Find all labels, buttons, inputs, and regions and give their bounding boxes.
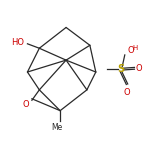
Text: S: S <box>117 64 125 74</box>
Text: O: O <box>128 46 134 55</box>
Text: O: O <box>124 88 130 97</box>
Text: H: H <box>133 45 138 51</box>
Text: HO: HO <box>11 38 24 47</box>
Text: O: O <box>23 100 29 109</box>
Text: Me: Me <box>52 123 63 132</box>
Text: O: O <box>136 64 142 73</box>
